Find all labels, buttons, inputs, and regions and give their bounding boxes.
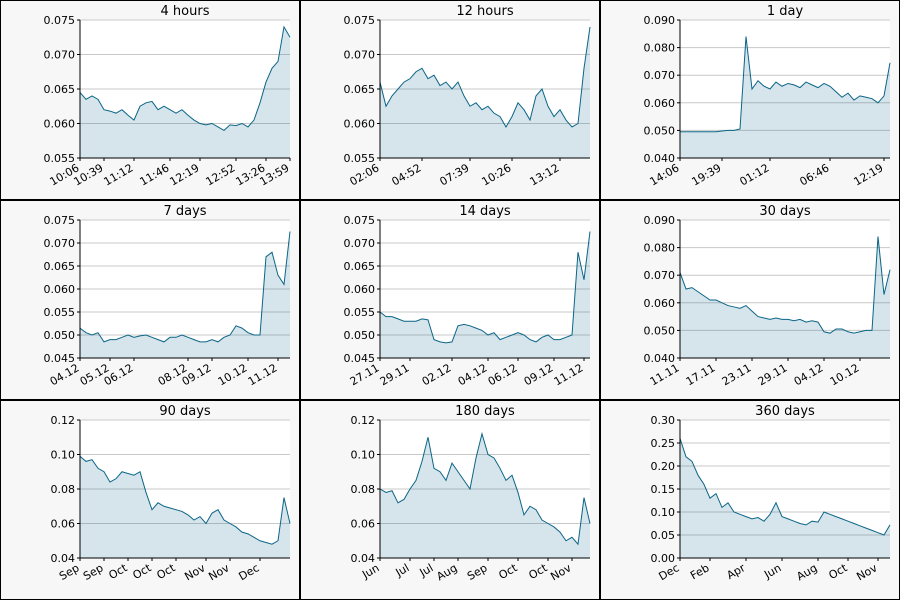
y-tick-label: 0.075 <box>344 214 376 227</box>
plot-background <box>680 220 890 358</box>
area-fill <box>680 438 890 558</box>
y-tick-label: 0.040 <box>644 152 676 165</box>
area-fill <box>680 236 890 358</box>
x-tick-label: Jul <box>393 561 412 579</box>
y-tick-label: 0.070 <box>644 69 676 82</box>
chart-panel: 14 days 0.045 0.050 0.055 0.060 0.065 0.070 0.0… <box>300 200 600 400</box>
chart-title: 30 days <box>759 204 811 219</box>
y-tick-label: 0.00 <box>651 552 676 565</box>
line <box>79 231 291 343</box>
y-tick-label: 0.070 <box>344 49 376 62</box>
y-tick-label: 0.075 <box>344 14 376 27</box>
chart-panel: 4 hours0.0550.0600.0650.0700.07510:0610:… <box>0 0 300 200</box>
plot-background <box>680 20 890 158</box>
y-tick-label: 0.055 <box>344 306 376 319</box>
y-tick-label: 0.12 <box>51 414 76 427</box>
area-fill <box>80 231 290 358</box>
chart-title: 7 days <box>163 204 206 219</box>
line <box>679 438 891 536</box>
line <box>79 25 291 132</box>
y-tick-label: 0.080 <box>644 242 676 255</box>
y-tick-label: 0.060 <box>44 118 76 131</box>
y-tick-label: 0.070 <box>44 237 76 250</box>
y-tick-label: 0.12 <box>351 414 376 427</box>
y-tick-label: 0.050 <box>344 329 376 342</box>
y-tick-label: 0.045 <box>344 352 376 365</box>
y-tick-label: 0.10 <box>51 449 76 462</box>
chart-title: 360 days <box>755 404 815 419</box>
y-tick-label: 0.10 <box>651 506 676 519</box>
y-tick-label: 0.070 <box>644 269 676 282</box>
y-tick-label: 0.050 <box>644 124 676 137</box>
area-fill <box>80 456 290 558</box>
y-tick-label: 0.060 <box>644 97 676 110</box>
y-tick-label: 0.055 <box>44 152 76 165</box>
y-tick-label: 0.065 <box>344 260 376 273</box>
chart-title: 12 hours <box>456 4 513 19</box>
y-tick-label: 0.080 <box>644 42 676 55</box>
line <box>379 26 591 128</box>
y-tick-label: 0.20 <box>651 460 676 473</box>
y-tick-label: 0.070 <box>44 49 76 62</box>
y-tick-label: 0.050 <box>644 324 676 337</box>
y-tick-label: 0.04 <box>351 552 376 565</box>
line <box>79 455 291 545</box>
chart-panel: 7 days 0.045 0.050 0.055 0.060 0.065 0.070 0.07… <box>0 200 300 400</box>
y-tick-label: 0.25 <box>651 437 676 450</box>
chart-panel: 30 days0.0400.0500.0600.0700.0800.09011.… <box>600 200 900 400</box>
area-fill <box>680 36 890 159</box>
chart-title: 1 day <box>767 4 804 19</box>
y-tick-label: 0.055 <box>44 306 76 319</box>
y-tick-label: 0.05 <box>651 529 676 542</box>
line <box>379 231 591 344</box>
y-tick-label: 0.15 <box>651 483 676 496</box>
y-tick-label: 0.065 <box>344 83 376 96</box>
y-tick-label: 0.060 <box>344 283 376 296</box>
x-tick-label: Jul <box>417 561 436 579</box>
chart-title: 90 days <box>159 404 211 419</box>
area-fill <box>380 26 590 159</box>
y-tick-label: 0.065 <box>44 260 76 273</box>
y-tick-label: 0.06 <box>351 518 376 531</box>
y-tick-label: 0.050 <box>44 329 76 342</box>
y-tick-label: 0.075 <box>44 214 76 227</box>
chart-title: 4 hours <box>161 4 210 19</box>
y-tick-label: 0.08 <box>51 483 76 496</box>
line <box>679 236 891 334</box>
y-tick-label: 0.045 <box>44 352 76 365</box>
y-tick-label: 0.075 <box>44 14 76 27</box>
line <box>680 36 891 133</box>
y-tick-label: 0.08 <box>351 483 376 496</box>
y-tick-label: 0.070 <box>344 237 376 250</box>
y-tick-label: 0.04 <box>51 552 76 565</box>
y-tick-label: 0.060 <box>44 283 76 296</box>
y-tick-label: 0.065 <box>44 83 76 96</box>
y-tick-label: 0.060 <box>344 118 376 131</box>
y-tick-label: 0.30 <box>651 414 676 427</box>
area-fill <box>380 433 590 558</box>
y-tick-label: 0.060 <box>644 297 676 310</box>
y-tick-label: 0.055 <box>344 152 376 165</box>
y-tick-label: 0.090 <box>644 214 676 227</box>
chart-panel: 1 day0.0400.0500.0600.0700.0800.09014:06… <box>600 0 900 200</box>
chart-title: 180 days <box>455 404 515 419</box>
line <box>379 431 591 546</box>
y-tick-label: 0.10 <box>351 449 376 462</box>
y-tick-label: 0.040 <box>644 352 676 365</box>
y-tick-label: 0.090 <box>644 14 676 27</box>
chart-title: 14 days <box>459 204 511 219</box>
y-tick-label: 0.06 <box>51 518 76 531</box>
